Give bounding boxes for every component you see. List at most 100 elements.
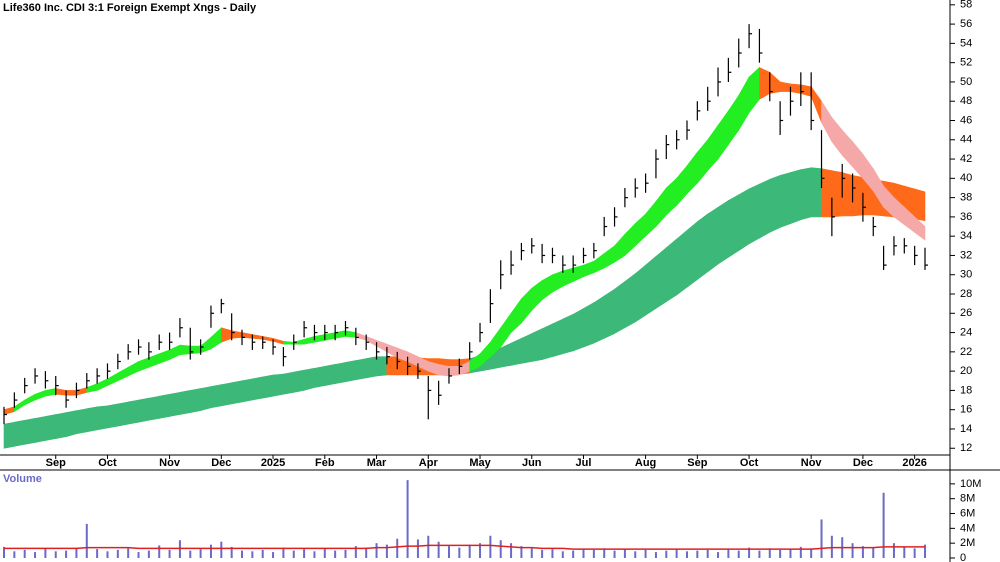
volume-bar: [768, 548, 771, 558]
y-tick-label: 24: [960, 326, 972, 338]
volume-bar: [116, 549, 119, 558]
x-tick-label: Dec: [853, 457, 873, 469]
volume-bar: [644, 549, 647, 558]
chart-title: Life360 Inc. CDI 3:1 Foreign Exempt Xngs…: [3, 2, 257, 14]
volume-bar: [158, 545, 161, 558]
volume-bar: [924, 544, 926, 558]
band-segment: [107, 403, 119, 429]
band-segment: [221, 382, 232, 407]
band-segment: [86, 406, 98, 433]
volume-bar: [75, 547, 78, 558]
band-segment: [759, 67, 771, 100]
band-segment: [562, 313, 574, 355]
volume-bar: [520, 546, 523, 558]
volume-bar: [685, 551, 688, 558]
band-segment: [127, 399, 139, 425]
band-segment: [262, 374, 274, 399]
band-segment: [769, 175, 781, 233]
y-tick-label: 38: [960, 192, 972, 204]
band-segment: [314, 365, 326, 388]
y-tick-label: 0: [960, 552, 966, 562]
volume-bar: [675, 549, 678, 558]
y-tick-label: 54: [960, 37, 972, 49]
y-tick-label: 42: [960, 153, 972, 165]
band-segment: [541, 323, 553, 360]
band-segment: [334, 362, 346, 385]
x-tick-label: Mar: [367, 457, 387, 469]
volume-bar: [323, 548, 326, 558]
volume-bar: [727, 549, 730, 558]
volume-bar: [799, 546, 802, 558]
band-segment: [572, 307, 584, 352]
band-segment: [665, 238, 677, 303]
band-segment: [148, 395, 160, 421]
band-segment: [583, 302, 595, 348]
y-tick-label: 14: [960, 423, 972, 435]
band-segment: [790, 83, 802, 94]
band-segment: [65, 390, 77, 396]
band-segment: [272, 373, 284, 397]
volume-bar: [851, 543, 854, 558]
y-tick-label: 10M: [960, 478, 981, 490]
band-segment: [189, 345, 201, 355]
y-tick-label: 44: [960, 134, 972, 146]
band-segment: [117, 401, 129, 427]
volume-bar: [789, 549, 792, 558]
band-segment: [14, 419, 25, 447]
band-segment: [645, 255, 657, 316]
volume-bar: [572, 550, 575, 558]
band-segment: [914, 188, 926, 222]
band-segment: [189, 388, 201, 413]
band-segment: [448, 366, 460, 377]
band-segment: [283, 371, 295, 395]
band-segment: [76, 408, 88, 435]
band-segment: [96, 405, 108, 431]
band-segment: [707, 206, 719, 273]
volume-bar: [913, 548, 916, 558]
y-tick-label: 30: [960, 269, 972, 281]
band-segment: [34, 416, 46, 443]
band-segment: [717, 199, 729, 265]
volume-bar: [44, 548, 47, 558]
band-segment: [55, 412, 67, 439]
band-segment: [210, 384, 222, 409]
x-tick-label: Nov: [801, 457, 823, 469]
y-tick-label: 32: [960, 249, 972, 261]
band-segment: [603, 288, 615, 339]
band-segment: [293, 369, 305, 393]
y-tick-label: 56: [960, 18, 972, 30]
volume-bar: [282, 547, 285, 558]
volume-bar: [251, 551, 254, 558]
x-tick-label: 2025: [261, 457, 285, 469]
volume-bar: [665, 550, 668, 558]
y-tick-label: 46: [960, 114, 972, 126]
volume-bar: [365, 547, 368, 558]
x-tick-label: Apr: [419, 457, 439, 469]
volume-bar: [592, 549, 595, 558]
x-tick-label: Oct: [740, 457, 759, 469]
band-segment: [324, 364, 336, 386]
x-tick-label: Sep: [46, 457, 66, 469]
volume-bar: [303, 549, 306, 558]
y-tick-label: 22: [960, 346, 972, 358]
band-segment: [655, 247, 667, 310]
y-tick-label: 4M: [960, 522, 975, 534]
band-segment: [831, 170, 843, 218]
band-segment: [179, 390, 191, 415]
volume-bar: [603, 548, 606, 558]
volume-bar: [241, 550, 244, 558]
volume-bar: [458, 547, 461, 558]
volume-bar: [209, 544, 212, 558]
volume-bar: [623, 549, 626, 558]
volume-average: [4, 544, 925, 550]
band-segment: [634, 264, 646, 323]
band-segment: [800, 167, 812, 221]
volume-bar: [820, 519, 823, 558]
band-segment: [179, 344, 191, 356]
band-segment: [728, 194, 740, 258]
volume-bar: [892, 543, 895, 558]
y-tick-label: 28: [960, 288, 972, 300]
band-segment: [552, 318, 564, 358]
volume-bar: [447, 546, 450, 558]
